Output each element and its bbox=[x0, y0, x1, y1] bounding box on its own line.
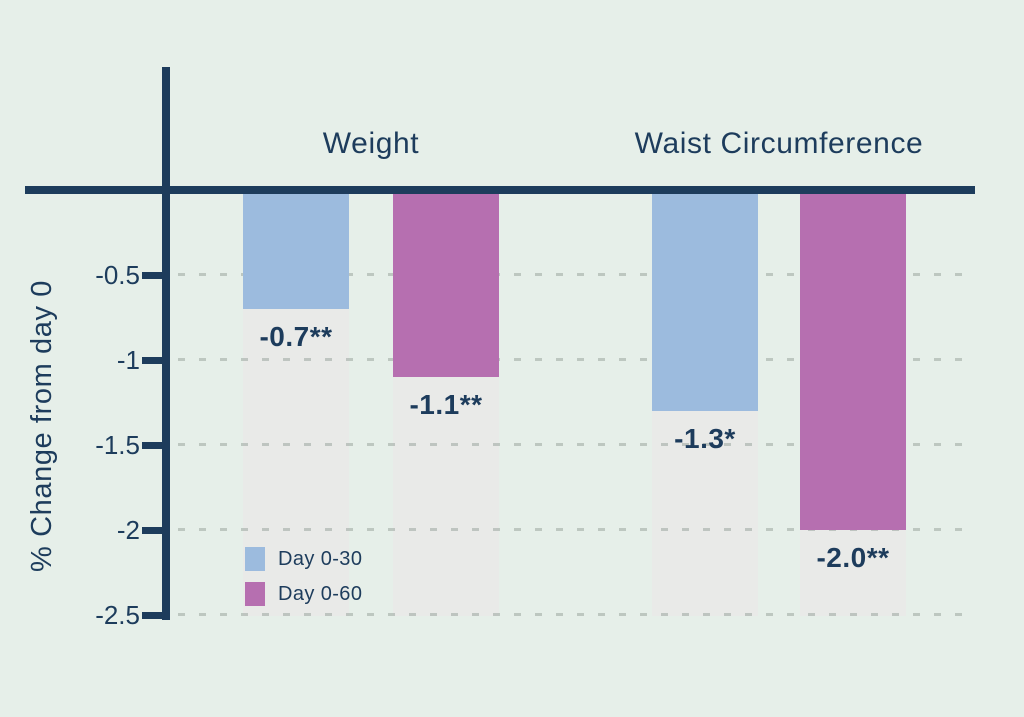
y-axis-tick bbox=[142, 442, 162, 449]
legend-label: Day 0-60 bbox=[278, 582, 363, 605]
category-label-waist-circumference: Waist Circumference bbox=[634, 127, 924, 160]
y-axis-line bbox=[162, 67, 170, 620]
y-axis-tick-label: -2 bbox=[116, 515, 140, 545]
y-axis-tick bbox=[142, 612, 162, 619]
bar-value-label: -1.1** bbox=[409, 389, 483, 420]
gridline bbox=[178, 528, 975, 531]
legend-label: Day 0-30 bbox=[278, 547, 363, 570]
gridline bbox=[178, 613, 975, 616]
gridline bbox=[178, 443, 975, 446]
legend-swatch-icon bbox=[245, 582, 265, 606]
category-label-weight: Weight bbox=[322, 127, 420, 160]
legend-swatch-icon bbox=[245, 547, 265, 571]
y-axis-tick bbox=[142, 272, 162, 279]
y-axis-tick-label: -2.5 bbox=[95, 600, 140, 630]
x-axis-baseline bbox=[25, 186, 975, 194]
legend-item: Day 0-60 bbox=[245, 582, 362, 606]
bar-day-0-60 bbox=[393, 190, 499, 377]
legend-item: Day 0-30 bbox=[245, 547, 362, 571]
gridline bbox=[178, 358, 975, 361]
bar-day-0-30 bbox=[243, 190, 349, 309]
bar-value-label: -1.3* bbox=[674, 423, 736, 454]
bar-day-0-30 bbox=[652, 190, 758, 411]
bar-value-label: -0.7** bbox=[259, 321, 333, 352]
y-axis-tick bbox=[142, 357, 162, 364]
bar-day-0-60 bbox=[800, 190, 906, 530]
bar-value-label: -2.0** bbox=[816, 542, 890, 573]
gridline bbox=[178, 273, 975, 276]
y-axis-tick-label: -1.5 bbox=[95, 430, 140, 460]
y-axis-tick-label: -0.5 bbox=[95, 260, 140, 290]
legend: Day 0-30 Day 0-60 bbox=[245, 547, 362, 606]
y-axis-tick bbox=[142, 527, 162, 534]
y-axis-tick-label: -1 bbox=[116, 345, 140, 375]
